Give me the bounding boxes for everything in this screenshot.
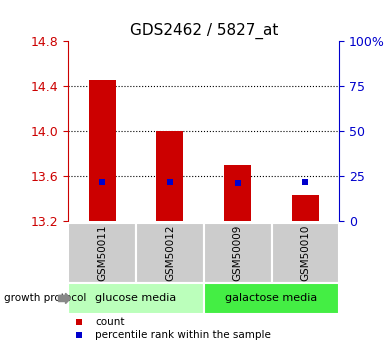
FancyBboxPatch shape (68, 223, 136, 283)
Text: GSM50010: GSM50010 (300, 225, 310, 281)
Text: percentile rank within the sample: percentile rank within the sample (96, 330, 271, 340)
FancyBboxPatch shape (204, 283, 339, 314)
FancyBboxPatch shape (271, 223, 339, 283)
Bar (292, 195, 319, 221)
Bar (224, 165, 251, 221)
Text: GSM50011: GSM50011 (97, 225, 107, 281)
Text: growth protocol: growth protocol (4, 294, 86, 303)
FancyBboxPatch shape (136, 223, 204, 283)
Title: GDS2462 / 5827_at: GDS2462 / 5827_at (129, 22, 278, 39)
FancyBboxPatch shape (68, 283, 204, 314)
FancyBboxPatch shape (204, 223, 271, 283)
Text: GSM50012: GSM50012 (165, 225, 175, 281)
Text: galactose media: galactose media (225, 294, 318, 303)
Bar (156, 131, 183, 221)
Bar (89, 80, 116, 221)
Text: glucose media: glucose media (96, 294, 177, 303)
Text: GSM50009: GSM50009 (233, 225, 243, 281)
Text: count: count (96, 317, 125, 327)
